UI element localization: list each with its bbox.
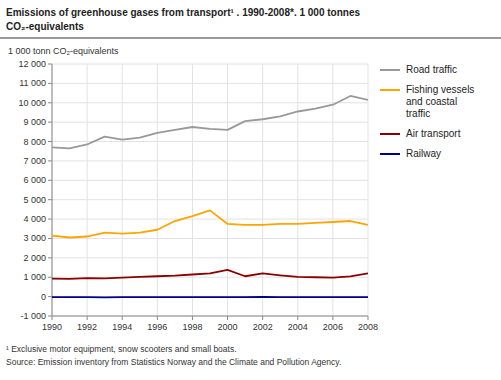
grid-line — [157, 64, 158, 316]
x-tick — [227, 316, 228, 320]
grid-line — [52, 102, 368, 103]
y-tick-label: 1 000 — [23, 272, 46, 282]
y-tick-label: 12 000 — [18, 59, 46, 69]
grid-line — [52, 141, 368, 142]
y-tick — [48, 277, 52, 278]
y-tick — [48, 160, 52, 161]
y-tick — [48, 64, 52, 65]
legend-swatch — [380, 153, 400, 155]
y-tick — [48, 180, 52, 181]
x-axis: 1990 1992 1994 1996 1998 2000 2002 2004 2006 2008 — [42, 316, 378, 332]
legend-label: Railway — [406, 148, 441, 159]
y-tick — [48, 199, 52, 200]
y-tick-label: 4 000 — [23, 214, 46, 224]
x-tick-label: 2006 — [323, 322, 343, 332]
y-tick-label: 10 000 — [18, 98, 46, 108]
grid-line — [52, 257, 368, 258]
y-tick-label: 11 000 — [19, 78, 46, 88]
grid-line — [52, 219, 368, 220]
x-tick-label: 1998 — [182, 322, 202, 332]
legend-swatch — [380, 133, 400, 135]
x-tick-label: 2008 — [358, 322, 378, 332]
y-tick — [48, 238, 52, 239]
grid-line — [52, 180, 368, 181]
x-tick — [332, 316, 333, 320]
y-tick-label: 3 000 — [23, 233, 46, 243]
grid-line — [52, 64, 368, 65]
x-tick-label: 2000 — [218, 322, 238, 332]
y-axis: -1 000 0 1 000 2 000 3 000 4 000 5 000 6 000 7 0… — [18, 59, 52, 321]
y-tick-label: 8 000 — [23, 137, 46, 147]
x-tick — [192, 316, 193, 320]
y-tick-label: 7 000 — [23, 156, 46, 166]
series-line — [52, 96, 368, 148]
series-line — [52, 270, 368, 279]
x-tick — [297, 316, 298, 320]
grid-line — [297, 64, 298, 316]
x-tick-label: 1994 — [112, 322, 132, 332]
grid-line — [262, 64, 263, 316]
legend-label: Road traffic — [406, 64, 457, 75]
legend: Road traffic Fishing vesselsand coastaltr… — [380, 64, 474, 159]
legend-label-line: Fishing vessels — [406, 84, 474, 95]
legend-label-line: and coastal — [406, 96, 457, 107]
x-tick — [157, 316, 158, 320]
y-tick — [48, 83, 52, 84]
x-tick — [262, 316, 263, 320]
x-tick-label: 2004 — [288, 322, 308, 332]
series-line — [52, 296, 368, 298]
title-rule — [0, 38, 501, 39]
grid-line — [52, 83, 368, 84]
y-tick — [48, 296, 52, 297]
y-tick — [48, 257, 52, 258]
grid-line — [368, 64, 369, 316]
y-tick — [48, 102, 52, 103]
title: Emissions of greenhouse gases from trans… — [6, 7, 360, 18]
y-tick-label: 6 000 — [23, 175, 46, 185]
y-tick-label: -1 000 — [20, 311, 46, 321]
x-tick-label: 1992 — [77, 322, 97, 332]
legend-swatch — [380, 89, 400, 91]
series-line — [52, 210, 368, 237]
legend-swatch — [380, 69, 400, 71]
grid-line — [227, 64, 228, 316]
legend-label-line: traffic — [406, 108, 430, 119]
y-tick-label: 9 000 — [23, 117, 46, 127]
y-tick-label: 5 000 — [23, 195, 46, 205]
legend-label-line: Road traffic — [406, 64, 457, 75]
x-tick — [122, 316, 123, 320]
legend-label: Fishing vesselsand coastaltraffic — [406, 84, 474, 119]
y-tick — [48, 316, 52, 317]
x-tick-label: 1996 — [147, 322, 167, 332]
x-tick — [87, 316, 88, 320]
footnote: Source: Emission inventory from Statisti… — [6, 357, 341, 367]
y-tick-label: 0 — [41, 292, 46, 302]
x-tick — [368, 316, 369, 320]
grid-line — [52, 238, 368, 239]
subtitle: CO₂-equivalents — [6, 21, 84, 32]
y-tick — [48, 219, 52, 220]
grid-line — [52, 199, 368, 200]
y-axis-label: 1 000 tonn CO₂-equivalents — [8, 46, 119, 56]
grid-line — [52, 296, 368, 297]
footnote: ¹ Exclusive motor equipment, snow scoote… — [6, 344, 237, 354]
grid-line — [52, 122, 368, 123]
grid-line — [52, 316, 368, 317]
x-tick-label: 2002 — [253, 322, 273, 332]
legend-label: Air transport — [406, 128, 461, 139]
legend-label-line: Air transport — [406, 128, 461, 139]
legend-label-line: Railway — [406, 148, 441, 159]
y-tick-label: 2 000 — [23, 253, 46, 263]
grid-line — [52, 160, 368, 161]
x-tick — [52, 316, 53, 320]
grid-line — [192, 64, 193, 316]
series-lines — [52, 96, 368, 297]
y-tick — [48, 141, 52, 142]
chart: Emissions of greenhouse gases from trans… — [0, 0, 501, 380]
grid — [52, 64, 368, 316]
x-axis-line — [52, 316, 368, 317]
x-tick-label: 1990 — [42, 322, 62, 332]
y-tick — [48, 122, 52, 123]
